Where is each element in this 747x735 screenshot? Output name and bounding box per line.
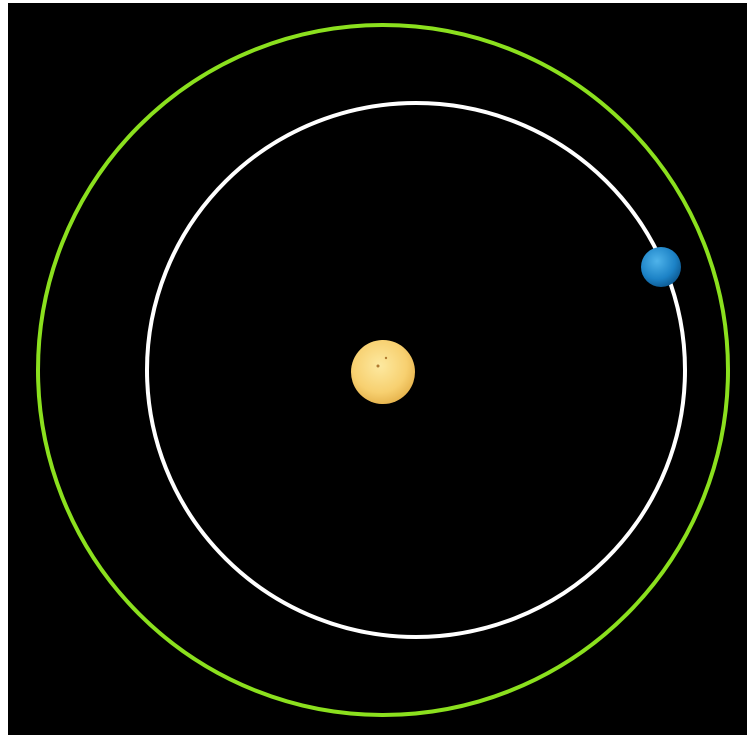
orbit-scene — [0, 0, 747, 735]
sun — [351, 340, 415, 404]
sunspot — [377, 365, 380, 368]
page — [0, 0, 747, 735]
sunspot — [385, 357, 387, 359]
planet — [641, 247, 681, 287]
